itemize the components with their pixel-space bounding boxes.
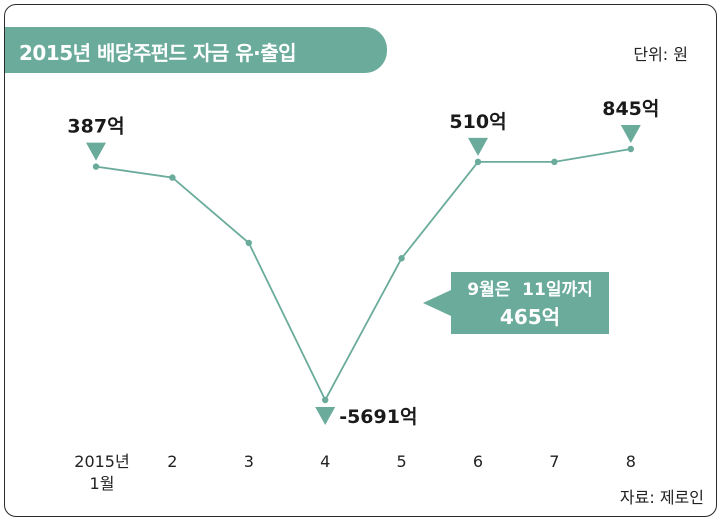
callout-line-1: 9월은 11일까지 bbox=[467, 280, 593, 300]
point-marker-triangle bbox=[468, 137, 488, 156]
data-point bbox=[398, 255, 405, 262]
x-tick-label: 4 bbox=[320, 452, 330, 471]
data-point bbox=[245, 239, 252, 247]
data-point bbox=[551, 158, 558, 166]
source-label: 자료: 제로인 bbox=[619, 488, 704, 507]
title-bar: 2015년 배당주펀드 자금 유·출입 bbox=[5, 27, 387, 73]
data-point bbox=[474, 158, 482, 166]
data-point bbox=[322, 396, 329, 404]
unit-label: 단위: 원 bbox=[633, 45, 688, 64]
x-tick-label: 7 bbox=[549, 452, 559, 471]
x-tick-label: 6 bbox=[473, 452, 483, 471]
x-tick-label: 2015년 1월 bbox=[74, 452, 129, 493]
point-marker-triangle bbox=[315, 407, 336, 425]
point-value-label: 510억 bbox=[449, 111, 506, 133]
point-value-label: 845억 bbox=[602, 98, 659, 120]
point-value-label: 387억 bbox=[67, 116, 124, 138]
callout-shape bbox=[423, 272, 609, 334]
data-point bbox=[627, 145, 634, 153]
data-point bbox=[92, 163, 100, 170]
series-line bbox=[95, 148, 631, 402]
x-tick-label: 3 bbox=[244, 452, 254, 471]
point-marker-triangle bbox=[86, 142, 106, 161]
chart-frame: 2015년 배당주펀드 자금 유·출입 단위: 원 자료: 제로인 387억 -5… bbox=[4, 4, 717, 517]
x-tick-label: 2 bbox=[167, 452, 177, 471]
chart-title: 2015년 배당주펀드 자금 유·출입 bbox=[19, 41, 297, 65]
x-tick-label: 5 bbox=[397, 452, 407, 471]
point-marker-triangle bbox=[620, 125, 641, 143]
callout-line-2: 465억 bbox=[500, 305, 560, 329]
callout-box: 9월은 11일까지 465억 bbox=[423, 272, 609, 334]
x-tick-label: 8 bbox=[626, 452, 636, 471]
point-value-label: -5691억 bbox=[339, 406, 417, 428]
data-point bbox=[169, 174, 176, 181]
line-chart: 387억 -5691억 510억 845억 2015년 1월 2 3 4 5 6 7 8 9월은 11… bbox=[67, 98, 659, 493]
